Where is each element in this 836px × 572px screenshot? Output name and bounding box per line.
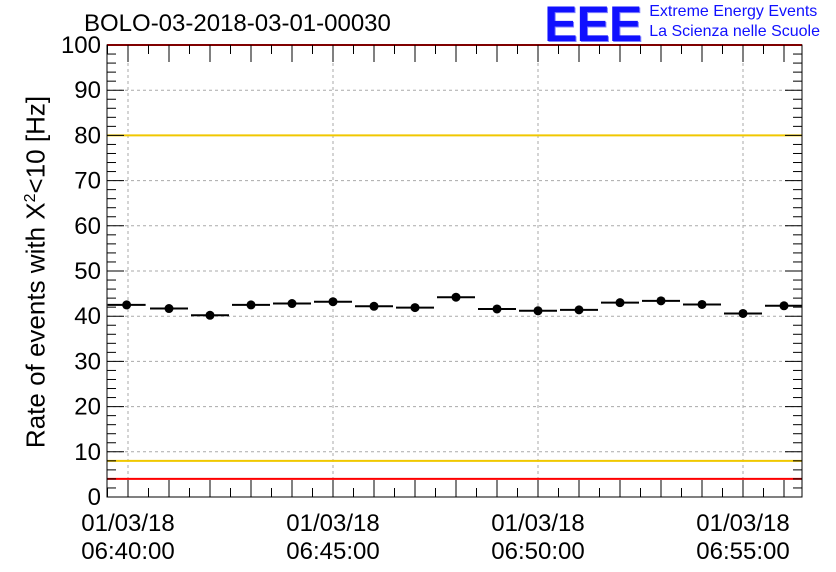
y-axis-label-suffix: <10 [Hz] bbox=[20, 95, 51, 194]
x-tick-label-date: 01/03/18 bbox=[286, 510, 379, 537]
data-point bbox=[492, 304, 502, 314]
data-point bbox=[738, 308, 748, 318]
y-axis-label: Rate of events with X2<10 [Hz] bbox=[21, 96, 52, 448]
data-point bbox=[246, 300, 256, 310]
x-tick-label-time: 06:55:00 bbox=[696, 538, 789, 565]
y-tick-label: 50 bbox=[74, 258, 101, 285]
x-tick-label-time: 06:40:00 bbox=[81, 538, 174, 565]
data-point bbox=[122, 300, 132, 310]
data-point bbox=[205, 310, 215, 320]
x-tick-label-time: 06:50:00 bbox=[491, 538, 584, 565]
eee-logo-text: Extreme Energy Events La Scienza nelle S… bbox=[649, 2, 820, 42]
data-point bbox=[697, 299, 707, 309]
y-tick-label: 30 bbox=[74, 348, 101, 375]
y-tick-label: 80 bbox=[74, 122, 101, 149]
x-tick-label-time: 06:45:00 bbox=[286, 538, 379, 565]
y-tick-label: 90 bbox=[74, 77, 101, 104]
y-tick-label: 70 bbox=[74, 168, 101, 195]
data-point bbox=[410, 303, 420, 313]
eee-logo-mark: EEE bbox=[544, 0, 642, 52]
data-point bbox=[574, 305, 584, 315]
data-point bbox=[615, 298, 625, 308]
chart-title: BOLO-03-2018-03-01-00030 bbox=[84, 10, 391, 37]
logo-line-1: Extreme Energy Events bbox=[649, 3, 818, 20]
y-axis-label-sup: 2 bbox=[21, 193, 39, 203]
y-tick-label: 10 bbox=[74, 439, 101, 466]
data-point bbox=[656, 296, 666, 306]
x-tick-label-date: 01/03/18 bbox=[696, 510, 789, 537]
data-point bbox=[779, 301, 789, 311]
y-tick-label: 0 bbox=[88, 484, 101, 511]
y-axis-label-symbol: X bbox=[20, 202, 51, 220]
y-tick-label: 100 bbox=[61, 32, 101, 59]
x-tick-label-date: 01/03/18 bbox=[491, 510, 584, 537]
y-tick-label: 40 bbox=[74, 303, 101, 330]
logo-line-2: La Scienza nelle Scuole bbox=[649, 23, 820, 40]
data-point bbox=[533, 306, 543, 316]
y-tick-label: 60 bbox=[74, 213, 101, 240]
data-point bbox=[328, 297, 338, 307]
eee-logo: EEE Extreme Energy Events La Scienza nel… bbox=[544, 0, 820, 52]
data-point bbox=[164, 304, 174, 314]
x-tick-label-date: 01/03/18 bbox=[81, 510, 174, 537]
y-tick-label: 20 bbox=[74, 394, 101, 421]
data-point bbox=[287, 299, 297, 309]
data-point bbox=[369, 301, 379, 311]
data-point bbox=[451, 292, 461, 302]
y-axis-label-prefix: Rate of events with bbox=[20, 219, 51, 449]
